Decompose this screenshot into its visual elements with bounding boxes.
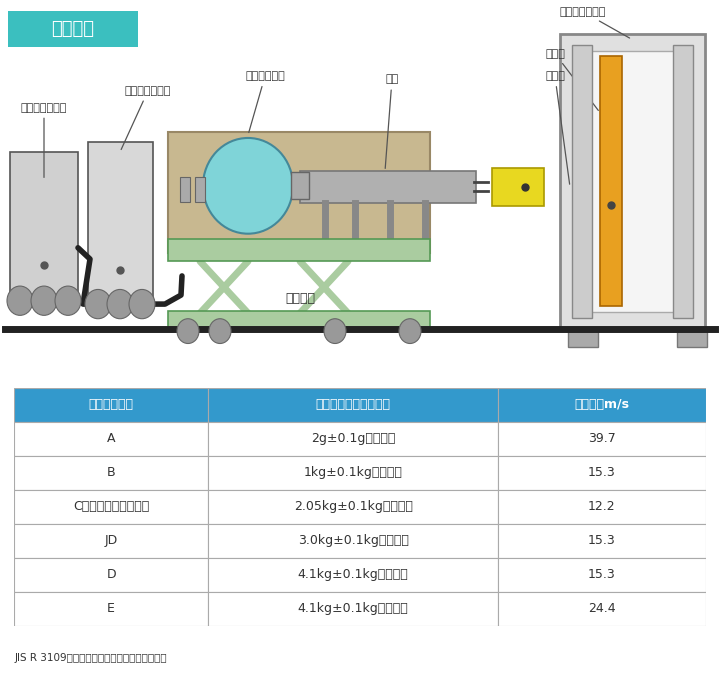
Text: 4.1kg±0.1kg（木材）: 4.1kg±0.1kg（木材） — [297, 568, 408, 581]
FancyBboxPatch shape — [498, 558, 706, 592]
Text: E: E — [107, 602, 115, 615]
FancyBboxPatch shape — [498, 456, 706, 490]
FancyBboxPatch shape — [677, 329, 707, 347]
Text: 15.3: 15.3 — [588, 568, 616, 581]
Text: 衝撃速度m/s: 衝撃速度m/s — [575, 398, 629, 411]
Text: リザーブタンク: リザーブタンク — [121, 86, 171, 150]
FancyBboxPatch shape — [575, 51, 690, 312]
Text: 15.3: 15.3 — [588, 534, 616, 547]
FancyBboxPatch shape — [208, 558, 498, 592]
FancyBboxPatch shape — [568, 329, 598, 347]
FancyBboxPatch shape — [673, 45, 693, 318]
Text: 試験体取付治具: 試験体取付治具 — [560, 7, 629, 38]
FancyBboxPatch shape — [208, 422, 498, 456]
FancyBboxPatch shape — [14, 490, 208, 524]
FancyBboxPatch shape — [195, 177, 205, 201]
Text: 4.1kg±0.1kg（木材）: 4.1kg±0.1kg（木材） — [297, 602, 408, 615]
Text: JD: JD — [104, 534, 118, 547]
FancyBboxPatch shape — [498, 490, 706, 524]
Circle shape — [324, 319, 346, 343]
Text: 1kg±0.1kg（木材）: 1kg±0.1kg（木材） — [304, 466, 402, 479]
FancyBboxPatch shape — [180, 177, 190, 201]
Text: 試験体: 試験体 — [545, 48, 598, 110]
Text: JIS R 3109記載：加撃体の種類及び衝突速度表: JIS R 3109記載：加撃体の種類及び衝突速度表 — [21, 365, 192, 379]
FancyBboxPatch shape — [14, 524, 208, 558]
Text: 加撃体: 加撃体 — [545, 71, 570, 184]
FancyBboxPatch shape — [291, 172, 309, 199]
Text: B: B — [107, 466, 115, 479]
FancyBboxPatch shape — [14, 422, 208, 456]
Text: 加撃体の種類: 加撃体の種類 — [89, 398, 134, 411]
Text: コンプレッサー: コンプレッサー — [21, 103, 67, 177]
FancyBboxPatch shape — [498, 388, 706, 422]
Text: 取付台座: 取付台座 — [285, 292, 315, 305]
Text: 加撃体の質量（材質）: 加撃体の質量（材質） — [315, 398, 390, 411]
FancyBboxPatch shape — [168, 311, 430, 329]
FancyBboxPatch shape — [498, 422, 706, 456]
Circle shape — [107, 290, 133, 319]
FancyBboxPatch shape — [14, 456, 208, 490]
FancyBboxPatch shape — [492, 168, 544, 206]
Text: 試験装置: 試験装置 — [52, 20, 94, 38]
FancyBboxPatch shape — [14, 592, 208, 626]
Circle shape — [85, 290, 111, 319]
FancyBboxPatch shape — [208, 524, 498, 558]
Circle shape — [31, 286, 57, 316]
FancyBboxPatch shape — [168, 132, 430, 254]
FancyBboxPatch shape — [14, 388, 208, 422]
FancyBboxPatch shape — [10, 152, 78, 299]
Text: JIS R 3109記載：加撃体の種類及び衝突速度表: JIS R 3109記載：加撃体の種類及び衝突速度表 — [14, 653, 167, 663]
FancyBboxPatch shape — [498, 524, 706, 558]
FancyBboxPatch shape — [560, 34, 705, 329]
Circle shape — [399, 319, 421, 343]
Text: 24.4: 24.4 — [588, 602, 616, 615]
Circle shape — [129, 290, 155, 319]
Text: 3.0kg±0.1kg（木材）: 3.0kg±0.1kg（木材） — [297, 534, 408, 547]
Circle shape — [7, 286, 33, 316]
FancyBboxPatch shape — [208, 490, 498, 524]
FancyBboxPatch shape — [300, 171, 476, 203]
Text: 2g±0.1g（鋼球）: 2g±0.1g（鋼球） — [311, 432, 395, 445]
Circle shape — [177, 319, 199, 343]
Ellipse shape — [203, 138, 293, 234]
Text: エアータンク: エアータンク — [245, 71, 285, 133]
Circle shape — [209, 319, 231, 343]
Text: 2.05kg±0.1kg（木材）: 2.05kg±0.1kg（木材） — [294, 500, 413, 513]
Text: D: D — [107, 568, 116, 581]
FancyBboxPatch shape — [88, 142, 153, 302]
FancyBboxPatch shape — [600, 56, 622, 306]
Text: 15.3: 15.3 — [588, 466, 616, 479]
FancyBboxPatch shape — [572, 45, 592, 318]
Text: 39.7: 39.7 — [588, 432, 616, 445]
Circle shape — [55, 286, 81, 316]
FancyBboxPatch shape — [208, 388, 498, 422]
Text: 砲身: 砲身 — [385, 75, 399, 169]
FancyBboxPatch shape — [168, 239, 430, 261]
FancyBboxPatch shape — [208, 456, 498, 490]
FancyBboxPatch shape — [14, 558, 208, 592]
Text: A: A — [107, 432, 115, 445]
FancyBboxPatch shape — [208, 592, 498, 626]
Text: C（屋根瓦破片相当）: C（屋根瓦破片相当） — [73, 500, 149, 513]
FancyBboxPatch shape — [8, 12, 138, 48]
FancyBboxPatch shape — [498, 592, 706, 626]
Text: 12.2: 12.2 — [588, 500, 616, 513]
